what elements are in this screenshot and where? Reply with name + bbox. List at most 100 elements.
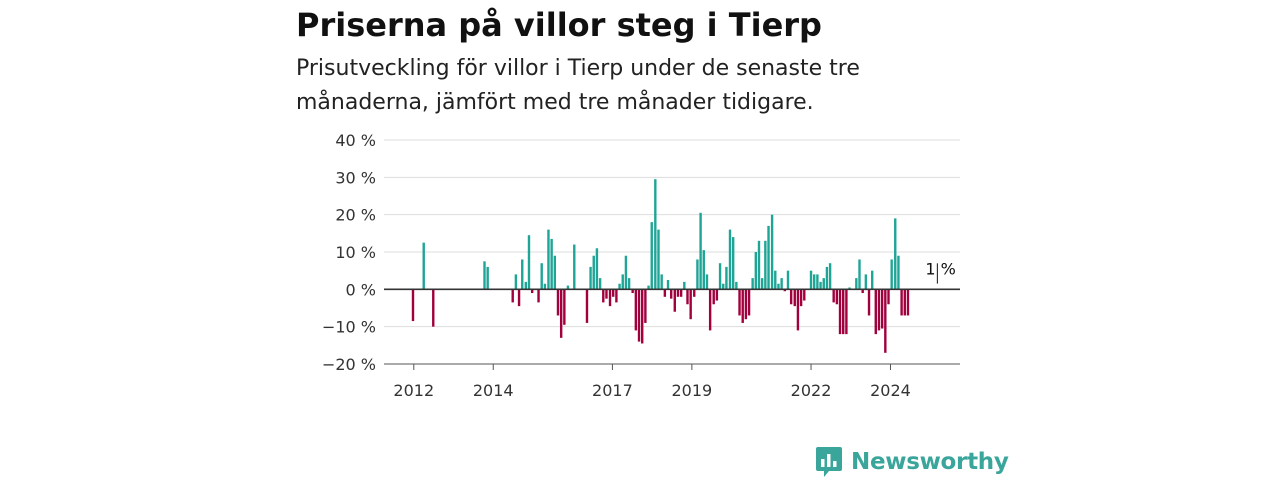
bar xyxy=(867,289,871,316)
bar xyxy=(890,259,893,290)
chart-title: Priserna på villor steg i Tierp xyxy=(296,6,822,44)
bar xyxy=(598,278,602,290)
annotation-label: 1 % xyxy=(925,259,955,278)
bar xyxy=(618,283,621,290)
bar xyxy=(887,289,890,305)
bar xyxy=(735,281,738,290)
bar xyxy=(670,289,673,299)
bar xyxy=(432,289,435,327)
bar xyxy=(864,274,868,290)
bar xyxy=(783,289,787,292)
bar xyxy=(832,289,835,303)
bar xyxy=(793,289,796,307)
bar xyxy=(537,289,540,303)
bar xyxy=(589,266,592,290)
bar xyxy=(585,289,589,323)
bar xyxy=(566,285,570,290)
bar xyxy=(686,289,689,305)
bar xyxy=(422,242,425,290)
bar xyxy=(693,289,696,297)
bar xyxy=(855,278,858,290)
y-tick-label: −20 % xyxy=(322,355,376,374)
bar xyxy=(654,179,657,290)
bar xyxy=(634,289,638,331)
bar xyxy=(702,250,705,290)
x-tick-label: 2017 xyxy=(592,381,633,400)
bar xyxy=(559,289,563,338)
bar xyxy=(612,289,615,297)
bar xyxy=(483,261,486,290)
bar xyxy=(547,229,550,290)
brand-name: Newsworthy xyxy=(851,449,1009,475)
bar xyxy=(741,289,744,323)
bar xyxy=(608,289,612,307)
bar xyxy=(627,278,631,290)
x-tick-label: 2022 xyxy=(791,381,832,400)
newsworthy-logo: Newsworthy xyxy=(815,445,1009,479)
bar xyxy=(799,289,803,307)
bar xyxy=(550,238,553,290)
bar xyxy=(774,270,777,290)
y-tick-label: 10 % xyxy=(335,243,376,262)
bar xyxy=(530,289,534,294)
bar xyxy=(858,259,861,290)
bar xyxy=(906,289,910,316)
bar xyxy=(517,289,521,307)
x-tick-label: 2019 xyxy=(672,381,713,400)
bar xyxy=(631,289,634,294)
bar xyxy=(728,229,732,290)
bar xyxy=(556,289,560,316)
bar xyxy=(676,289,680,297)
bar xyxy=(838,289,842,335)
bar xyxy=(877,289,881,331)
bar xyxy=(411,289,415,322)
y-tick-label: 0 % xyxy=(346,280,376,299)
bar xyxy=(880,289,884,329)
bar xyxy=(595,248,599,290)
bar xyxy=(894,218,897,290)
bar xyxy=(573,244,576,290)
bar xyxy=(744,289,748,320)
bar xyxy=(725,266,728,290)
y-tick-label: 30 % xyxy=(335,168,376,187)
bar xyxy=(738,289,741,316)
bar xyxy=(871,270,874,290)
bar xyxy=(696,259,699,290)
bar xyxy=(650,222,653,290)
bar xyxy=(705,274,709,290)
bar xyxy=(683,281,686,290)
bar xyxy=(819,281,822,290)
bar xyxy=(553,255,557,290)
bar xyxy=(884,289,887,353)
bar xyxy=(527,235,531,290)
bar xyxy=(825,266,829,290)
x-tick-label: 2012 xyxy=(393,381,434,400)
bar xyxy=(757,240,761,290)
bar xyxy=(903,289,906,316)
axes xyxy=(384,288,960,370)
bar xyxy=(657,229,660,290)
bar xyxy=(760,278,764,290)
bar xyxy=(663,289,667,297)
bar xyxy=(822,278,825,290)
bar xyxy=(563,289,566,325)
x-tick-label: 2024 xyxy=(870,381,911,400)
bar xyxy=(835,289,839,305)
x-tick-label: 2014 xyxy=(473,381,514,400)
bar xyxy=(521,259,524,290)
bar xyxy=(767,225,770,290)
bar xyxy=(828,263,832,290)
gridlines xyxy=(384,139,960,328)
bar xyxy=(715,289,719,301)
bars xyxy=(411,179,910,353)
bar xyxy=(796,289,800,331)
bar xyxy=(900,289,903,316)
bar xyxy=(786,270,790,290)
bar xyxy=(813,274,816,290)
bar xyxy=(689,289,692,320)
bar xyxy=(644,289,647,323)
bar xyxy=(514,274,518,290)
bar xyxy=(540,263,543,290)
bar xyxy=(679,289,683,297)
